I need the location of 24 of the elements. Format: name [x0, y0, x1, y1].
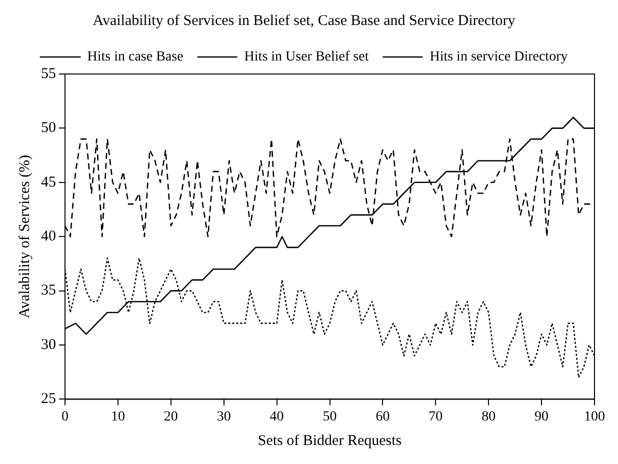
legend-label: Hits in service Directory [430, 50, 568, 65]
x-tick-label: 20 [164, 409, 178, 424]
x-axis-title: Sets of Bidder Requests [258, 432, 402, 449]
x-tick-label: 10 [110, 409, 125, 424]
x-tick-label: 30 [216, 409, 231, 424]
y-tick-label: 25 [41, 391, 56, 408]
x-tick-label: 0 [62, 409, 68, 424]
y-tick-label: 35 [41, 282, 56, 299]
y-tick-label: 50 [41, 120, 56, 136]
x-tick-label: 60 [376, 409, 390, 424]
y-tick-label: 40 [41, 228, 56, 245]
x-tick-label: 40 [270, 409, 284, 424]
x-tick-label: 50 [322, 409, 337, 424]
x-tick-label: 100 [584, 409, 605, 424]
x-tick-label: 90 [534, 409, 549, 424]
y-tick-label: 55 [41, 66, 56, 82]
y-axis-title: Avalability of Services (%) [16, 154, 33, 318]
x-tick-label: 70 [428, 409, 443, 424]
chart-title: Availability of Services in Belief set, Case Base and Service Directory [92, 12, 516, 29]
legend-label: Hits in User Belief set [244, 50, 369, 65]
legend-label: Hits in case Base [87, 50, 184, 65]
y-tick-label: 45 [41, 174, 56, 190]
y-tick-label: 30 [41, 336, 56, 353]
x-tick-label: 80 [482, 409, 496, 424]
